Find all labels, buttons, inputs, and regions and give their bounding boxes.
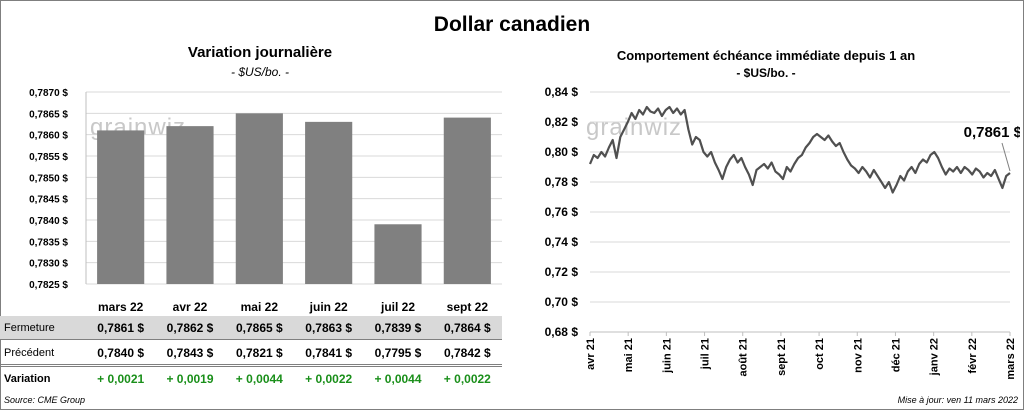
line-y-tick-label: 0,82 $ (545, 115, 579, 129)
table-row-label: Fermeture (4, 321, 55, 334)
bar-y-tick-label: 0,7850 $ (29, 173, 68, 184)
bar-y-tick-label: 0,7845 $ (29, 195, 68, 206)
table-row: Précédent 0,7840 $ 0,7843 $ 0,7821 $ 0,7841 … (0, 341, 502, 365)
table-cell: 0,7842 $ (443, 345, 491, 360)
table-cell: 0,7864 $ (443, 320, 491, 335)
table-row: Variation + 0,0021 + 0,0019 + 0,0044 + 0,002… (0, 366, 502, 390)
table-cell: 0,7861 $ (97, 320, 145, 335)
bar-y-tick-label: 0,7865 $ (29, 109, 68, 120)
bar-category-label: mars 22 (98, 300, 144, 314)
table-cell: + 0,0022 (443, 371, 491, 386)
line-x-tick-label: janv 22 (929, 338, 941, 376)
line-x-tick-label: nov 21 (852, 338, 864, 373)
bar (166, 126, 214, 284)
line-chart: 0,68 $ 0,70 $ 0,72 $ 0,74 $ 0,76 $ 0,78 $ 0,80… (545, 85, 1020, 380)
bar-y-tick-label: 0,7830 $ (29, 259, 68, 270)
bar-y-tick-label: 0,7855 $ (29, 152, 68, 163)
bar (443, 117, 491, 284)
bar-y-tick-label: 0,7825 $ (29, 280, 68, 291)
table-cell: + 0,0044 (235, 371, 283, 386)
line-x-tick-label: mars 22 (1005, 338, 1017, 380)
line-y-tick-label: 0,80 $ (545, 145, 579, 159)
line-x-tick-label: déc 21 (890, 338, 902, 372)
line-x-tick-label: févr 22 (967, 338, 979, 373)
table-cell: 0,7841 $ (305, 345, 353, 360)
last-value-leader (1001, 142, 1011, 172)
left-chart-title: Variation journalière (187, 44, 333, 61)
bar-y-tick-label: 0,7840 $ (29, 216, 68, 227)
bar-chart: 0,7825 $ 0,7830 $ 0,7835 $ 0,7840 $ 0,7845 $… (29, 88, 502, 314)
table-cell: 0,7821 $ (235, 345, 283, 360)
line-y-tick-label: 0,78 $ (545, 175, 579, 189)
left-chart-subtitle: - $US/bo. - (230, 65, 290, 79)
table-cell: 0,7865 $ (235, 320, 283, 335)
line-series (588, 105, 1011, 194)
line-y-tick-label: 0,70 $ (545, 295, 579, 309)
line-x-tick-label: juil 21 (700, 338, 712, 370)
line-x-tick-label: juin 21 (661, 338, 673, 374)
table-cell: 0,7862 $ (166, 320, 214, 335)
table-cell: 0,7863 $ (305, 320, 353, 335)
line-x-tick-label: août 21 (738, 338, 750, 377)
source-note: Source: CME Group (4, 395, 86, 405)
bar (97, 130, 145, 284)
bar-y-tick-label: 0,7860 $ (29, 131, 68, 142)
table-cell: 0,7840 $ (97, 345, 145, 360)
main-title: Dollar canadien (433, 13, 591, 36)
bar-category-label: avr 22 (173, 300, 208, 314)
table-row-label: Variation (4, 372, 51, 385)
last-value-label: 0,7861 $ (964, 124, 1020, 141)
watermark-right: grainwiz (586, 114, 683, 141)
bar-category-label: juin 22 (309, 300, 348, 314)
table-row-label: Précédent (4, 346, 55, 359)
right-chart-title: Comportement échéance immédiate depuis 1… (616, 48, 916, 63)
bar (374, 224, 422, 284)
table-row: Fermeture 0,7861 $ 0,7862 $ 0,7865 $ 0,7863 … (0, 316, 502, 340)
table-cell: 0,7843 $ (166, 345, 214, 360)
table-cell: + 0,0022 (305, 371, 353, 386)
line-y-tick-label: 0,76 $ (545, 205, 579, 219)
bar-category-label: mai 22 (241, 300, 279, 314)
bar (305, 121, 353, 284)
line-x-tick-label: mai 21 (623, 338, 635, 372)
line-x-tick-label: avr 21 (585, 338, 597, 370)
line-x-tick-label: sept 21 (776, 338, 788, 376)
right-chart-subtitle: - $US/bo. - (736, 66, 796, 80)
line-y-tick-label: 0,68 $ (545, 325, 579, 339)
bar-y-tick-label: 0,7835 $ (29, 237, 68, 248)
bar-category-label: sept 22 (447, 300, 489, 314)
line-x-tick-label: oct 21 (814, 338, 826, 370)
table-cell: 0,7839 $ (374, 320, 422, 335)
bar (235, 113, 283, 284)
bar-y-tick-label: 0,7870 $ (29, 88, 68, 99)
line-y-tick-label: 0,74 $ (545, 235, 579, 249)
table-cell: 0,7795 $ (374, 345, 422, 360)
update-note: Mise à jour: ven 11 mars 2022 (897, 395, 1018, 405)
line-y-tick-label: 0,84 $ (545, 85, 579, 99)
line-y-tick-label: 0,72 $ (545, 265, 579, 279)
bar-category-label: juil 22 (380, 300, 415, 314)
table-cell: + 0,0021 (97, 371, 145, 386)
table-cell: + 0,0044 (374, 371, 422, 386)
table-cell: + 0,0019 (166, 371, 214, 386)
